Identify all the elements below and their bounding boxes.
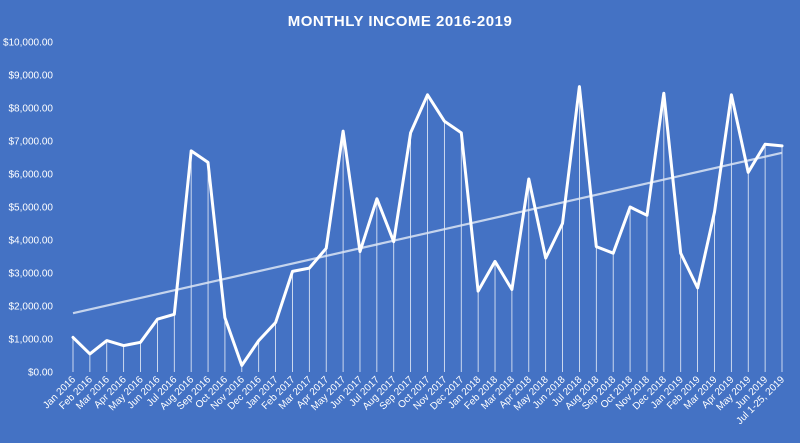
- y-tick-label: $4,000.00: [9, 236, 54, 247]
- data-point: [527, 177, 530, 181]
- data-point: [611, 252, 615, 255]
- data-point: [358, 250, 362, 253]
- data-point: [595, 245, 598, 248]
- data-point: [628, 205, 632, 209]
- data-point: [763, 143, 767, 146]
- data-point: [274, 321, 277, 324]
- data-point: [409, 131, 412, 134]
- data-point: [341, 129, 345, 133]
- series-line-layer: [71, 85, 784, 367]
- y-axis: $0.00 $1,000.00 $2,000.00 $3,000.00 $4,000.0…: [3, 38, 53, 379]
- data-point: [460, 131, 463, 134]
- data-point: [713, 210, 716, 214]
- y-tick-label: $3,000.00: [9, 269, 54, 280]
- data-point: [780, 144, 784, 148]
- data-point: [679, 252, 682, 255]
- data-point: [730, 93, 733, 97]
- y-tick-label: $9,000.00: [9, 71, 54, 82]
- y-tick-label: $5,000.00: [9, 203, 54, 214]
- data-point: [189, 149, 193, 153]
- drop-lines: [72, 86, 783, 372]
- chart-title: MONTHLY INCOME 2016-2019: [288, 13, 513, 30]
- data-point: [105, 339, 108, 342]
- data-point: [223, 316, 227, 319]
- data-point: [476, 289, 480, 293]
- data-point: [257, 339, 260, 342]
- data-point: [71, 336, 75, 339]
- data-point: [291, 270, 294, 273]
- data-point: [510, 288, 514, 291]
- data-point: [139, 341, 142, 344]
- data-point: [426, 93, 429, 97]
- data-point: [493, 260, 497, 263]
- trendline-layer: [72, 151, 783, 315]
- data-point: [156, 318, 159, 321]
- y-tick-label: $0.00: [28, 368, 53, 379]
- data-point: [308, 266, 311, 270]
- data-point: [206, 161, 210, 164]
- data-point: [392, 240, 395, 243]
- data-point: [240, 364, 244, 367]
- y-tick-label: $2,000.00: [9, 302, 54, 313]
- data-point: [696, 286, 699, 290]
- y-tick-label: $6,000.00: [9, 170, 54, 181]
- data-point: [561, 222, 564, 225]
- trendline: [72, 151, 783, 315]
- data-point: [578, 85, 581, 88]
- data-point: [544, 256, 547, 260]
- data-point: [375, 197, 379, 200]
- data-point: [325, 247, 328, 250]
- data-point: [747, 171, 750, 174]
- y-tick-label: $1,000.00: [9, 335, 54, 346]
- y-tick-label: $7,000.00: [9, 137, 54, 148]
- data-point: [443, 120, 446, 123]
- data-point: [645, 214, 649, 217]
- y-tick-label: $10,000.00: [3, 38, 53, 49]
- data-point: [88, 352, 92, 356]
- data-point: [662, 91, 666, 95]
- data-point: [173, 313, 176, 316]
- y-tick-label: $8,000.00: [9, 104, 54, 115]
- data-point: [122, 344, 125, 347]
